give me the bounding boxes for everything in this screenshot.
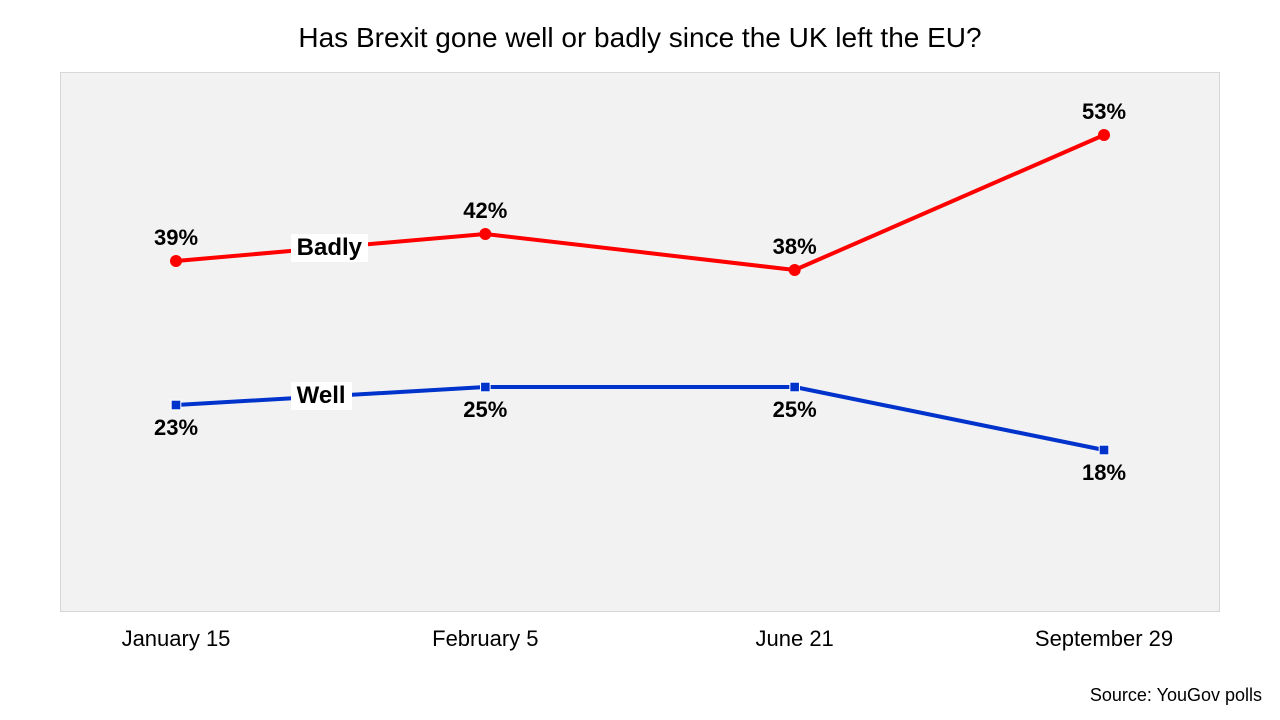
chart-source: Source: YouGov polls <box>1090 685 1262 706</box>
chart-container: 39%42%38%53%Badly23%25%25%18%WellJanuary… <box>60 72 1220 612</box>
value-label-well-0: 23% <box>154 415 198 441</box>
x-tick-0: January 15 <box>122 626 231 652</box>
value-label-well-3: 18% <box>1082 460 1126 486</box>
series-label-well: Well <box>291 382 352 410</box>
x-tick-2: June 21 <box>756 626 834 652</box>
value-label-well-1: 25% <box>463 397 507 423</box>
x-tick-3: September 29 <box>1035 626 1173 652</box>
value-label-well-2: 25% <box>773 397 817 423</box>
series-label-badly: Badly <box>291 234 368 262</box>
plot-overlay: 39%42%38%53%Badly23%25%25%18%WellJanuary… <box>60 72 1220 612</box>
value-label-badly-0: 39% <box>154 225 198 251</box>
x-tick-1: February 5 <box>432 626 538 652</box>
value-label-badly-3: 53% <box>1082 99 1126 125</box>
chart-title: Has Brexit gone well or badly since the … <box>0 0 1280 54</box>
value-label-badly-1: 42% <box>463 198 507 224</box>
value-label-badly-2: 38% <box>773 234 817 260</box>
